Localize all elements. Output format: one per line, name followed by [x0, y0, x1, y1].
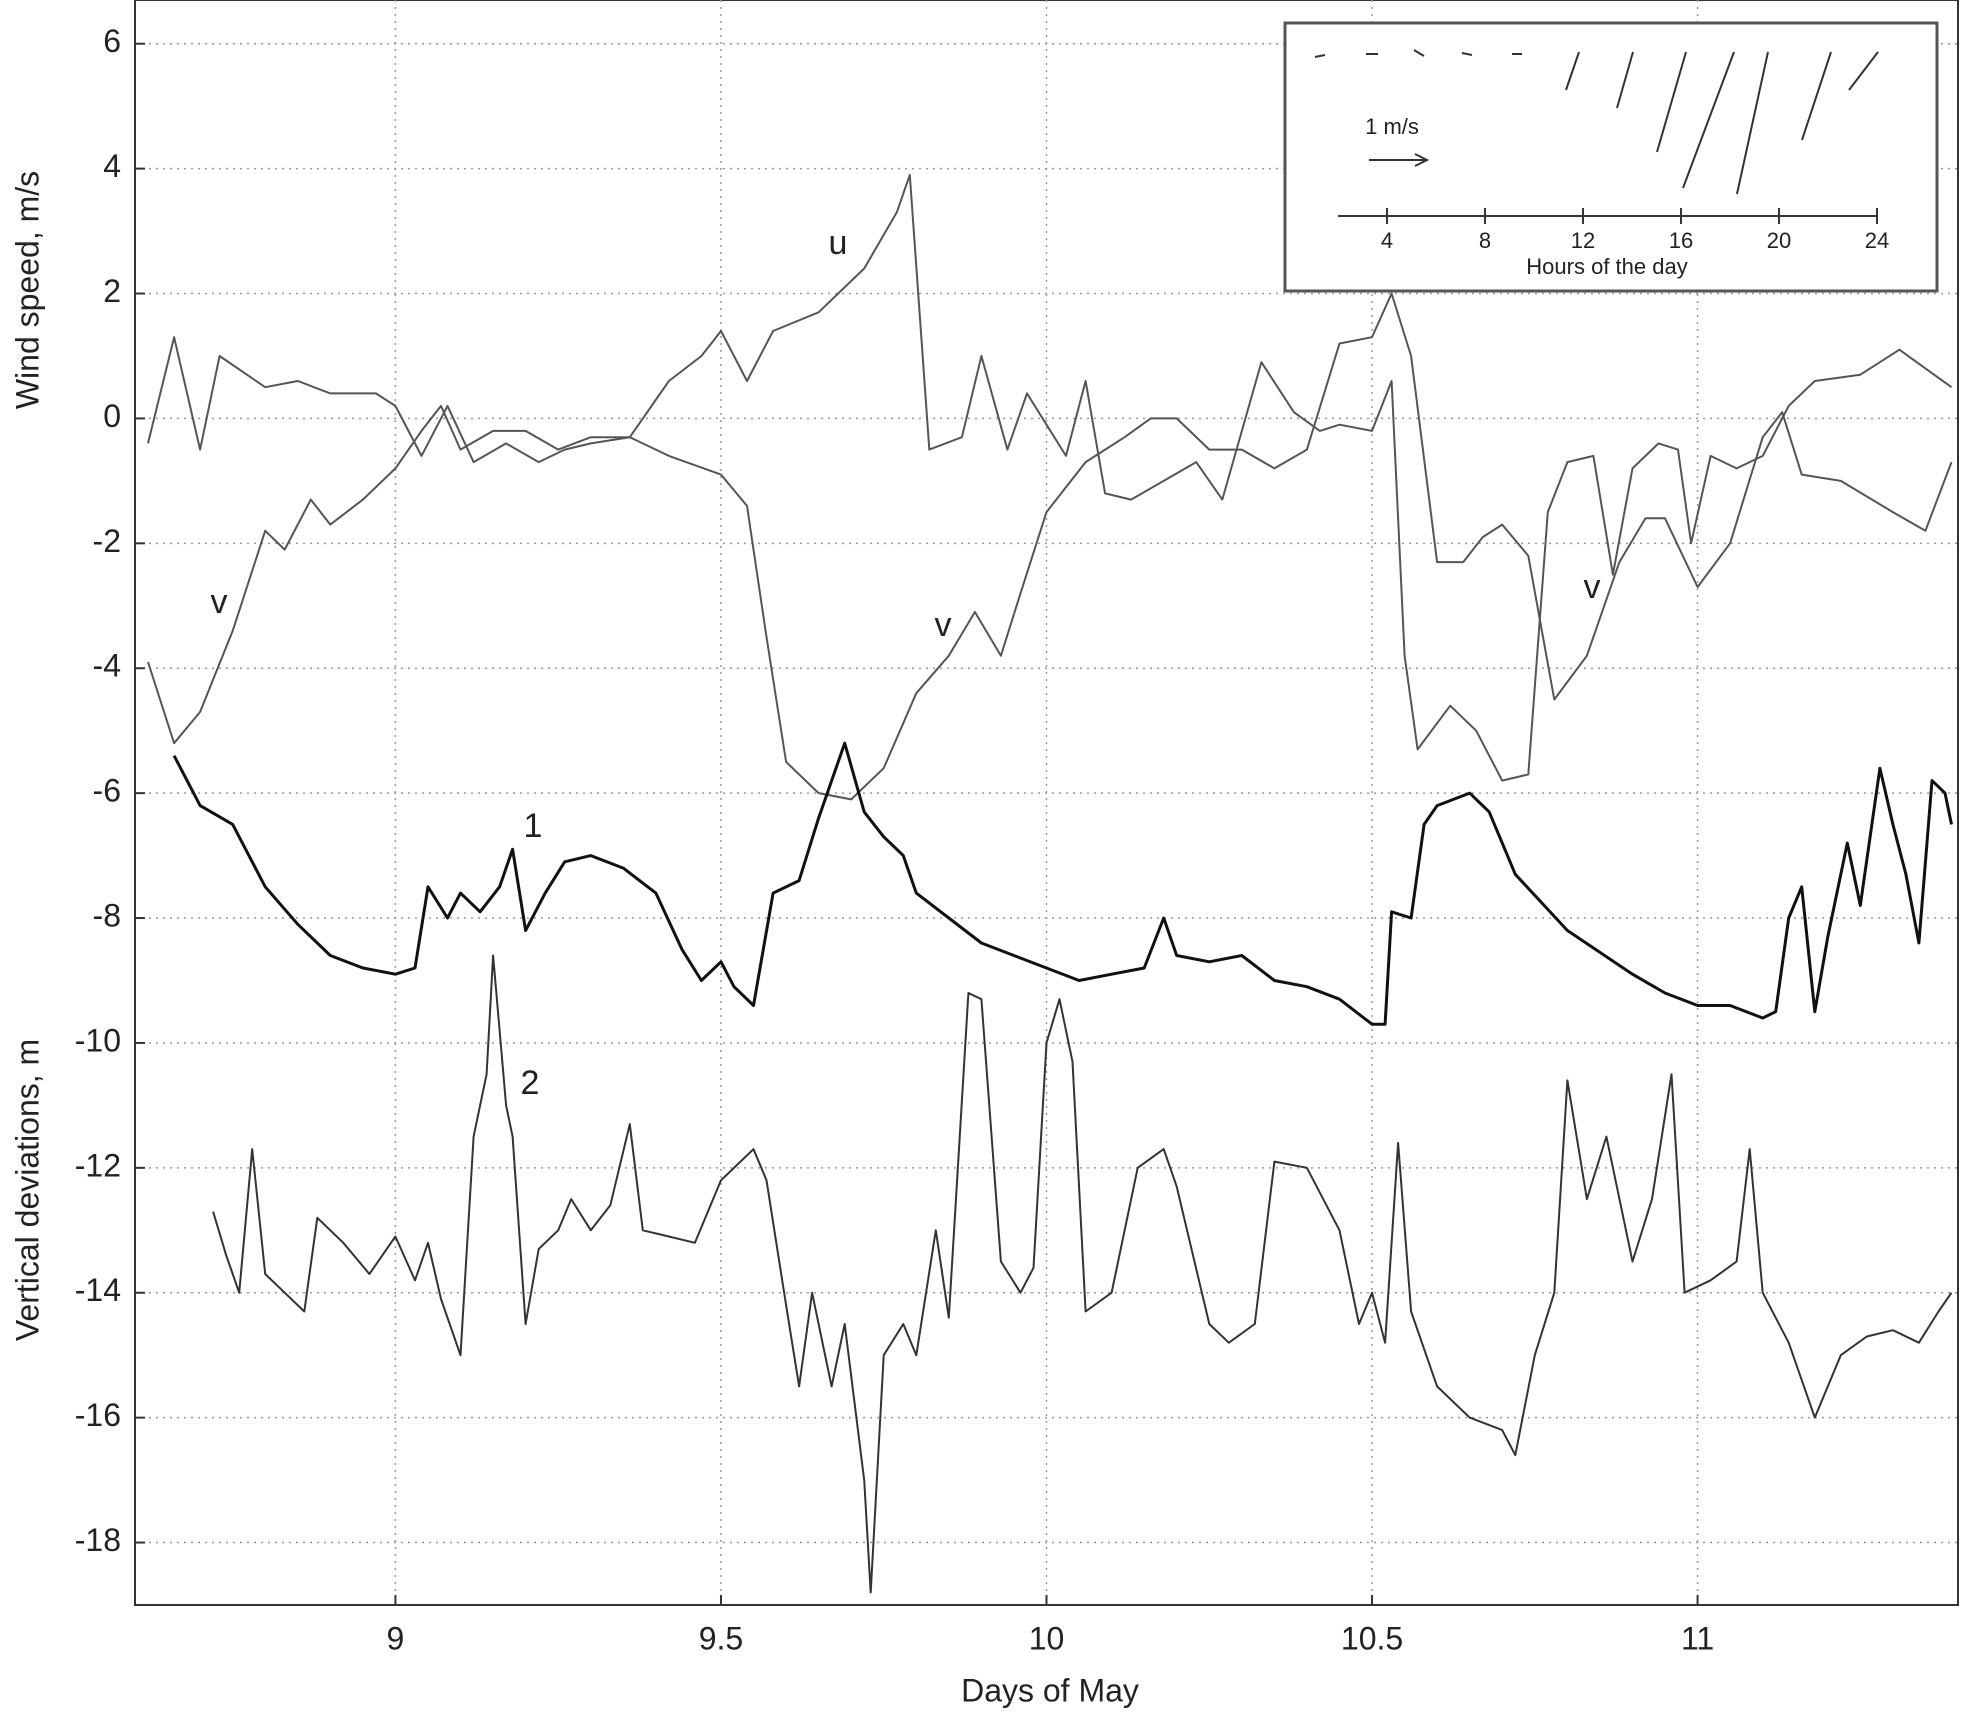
x-tick-label: 10.5: [1341, 1620, 1403, 1656]
inset-tick-label: 16: [1669, 228, 1693, 253]
curve-label: 2: [521, 1064, 540, 1102]
series-line: [212, 954, 1953, 1594]
inset-tick-label: 8: [1479, 228, 1491, 253]
curve-label: v: [211, 583, 228, 621]
x-axis-label: Days of May: [961, 1672, 1139, 1708]
y-axis-label: Wind speed, m/s: [9, 171, 45, 409]
curve-label: v: [1584, 568, 1601, 606]
x-tick-label: 9: [387, 1620, 405, 1656]
x-tick-label: 9.5: [699, 1620, 743, 1656]
y-tick-label: 2: [103, 273, 121, 309]
inset-frame: [1283, 21, 1939, 293]
series-line: [147, 292, 1953, 801]
curve-label: v: [935, 606, 952, 644]
scale-arrow-head: [1414, 153, 1430, 167]
y-tick-label: -16: [75, 1397, 121, 1433]
series-line: [172, 741, 1953, 1026]
inset-x-label: Hours of the day: [1526, 254, 1687, 279]
x-tick-label: 10: [1029, 1620, 1065, 1656]
y-tick-label: -4: [93, 648, 121, 684]
y-tick-label: 0: [103, 398, 121, 434]
y-tick-label: -8: [93, 897, 121, 933]
scale-label: 1 m/s: [1365, 114, 1419, 139]
series-line: [147, 173, 1953, 782]
y-tick-label: -10: [75, 1022, 121, 1058]
y-tick-label: -14: [75, 1272, 121, 1308]
inset-tick-label: 20: [1767, 228, 1791, 253]
y-tick-label: -18: [75, 1522, 121, 1558]
inset-tick-label: 24: [1865, 228, 1889, 253]
y-axis-label: Vertical deviations, m: [9, 1039, 45, 1341]
inset: 1 m/s Hours of the day 4 8 12 16 20 24: [1283, 21, 1939, 293]
inset-tick-label: 12: [1571, 228, 1595, 253]
wind-vectors: [1314, 49, 1879, 195]
y-tick-label: -2: [93, 523, 121, 559]
curve-label: u: [829, 224, 848, 262]
y-tick-label: 6: [103, 23, 121, 59]
y-tick-label: -6: [93, 773, 121, 809]
y-tick-label: 4: [103, 148, 121, 184]
inset-tick-label: 4: [1381, 228, 1393, 253]
x-tick-label: 11: [1681, 1620, 1714, 1656]
curve-label: 1: [524, 807, 543, 845]
y-tick-label: -12: [75, 1147, 121, 1183]
